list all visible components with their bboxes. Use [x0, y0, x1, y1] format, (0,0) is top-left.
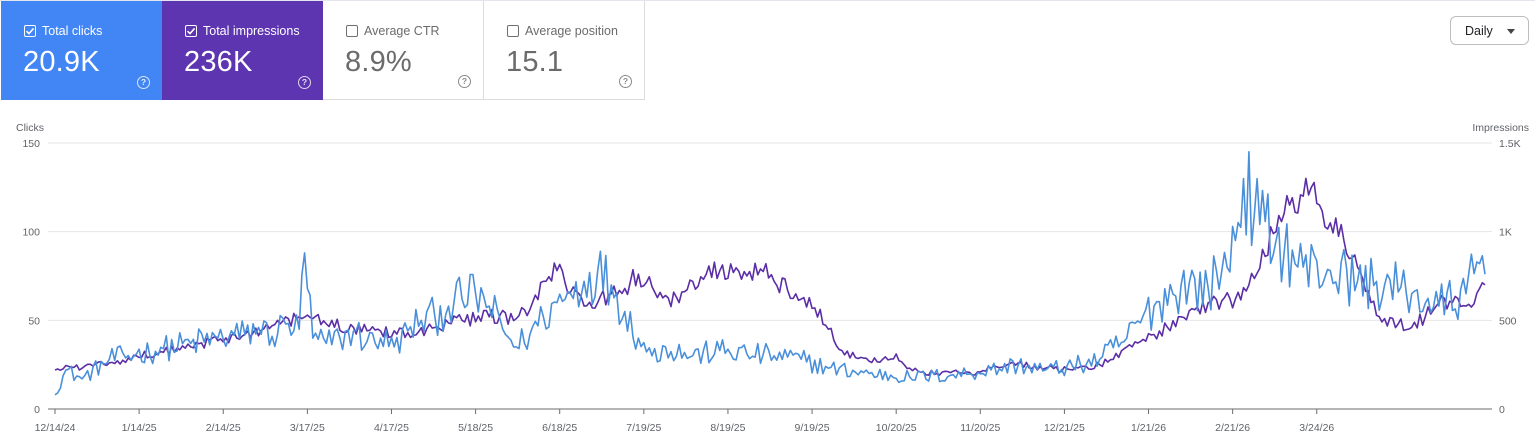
metric-label: Total impressions — [203, 24, 300, 38]
right-tick-label: 0 — [1499, 404, 1505, 416]
x-tick-label: 12/14/24 — [35, 422, 76, 434]
x-tick-label: 10/20/25 — [876, 422, 917, 434]
metric-value: 15.1 — [506, 46, 564, 78]
top-border — [0, 0, 1535, 1]
metric-value: 8.9% — [345, 46, 412, 78]
daily-dropdown-label: Daily — [1465, 23, 1493, 38]
checkbox-unchecked-icon[interactable] — [346, 25, 358, 37]
metric-value: 236K — [184, 46, 253, 78]
left-tick-label: 100 — [22, 227, 40, 239]
metric-card-average-position[interactable]: Average position 15.1 ? — [484, 1, 645, 100]
checkbox-checked-icon[interactable] — [185, 25, 197, 37]
metric-head: Total clicks — [24, 24, 102, 38]
impressions-series-line — [54, 177, 1486, 377]
x-tick-label: 4/17/25 — [374, 422, 409, 434]
clicks-series-line — [54, 151, 1486, 396]
x-tick-label: 7/19/25 — [626, 422, 661, 434]
checkbox-unchecked-icon[interactable] — [507, 25, 519, 37]
right-axis-label: Impressions — [1472, 122, 1529, 134]
help-icon[interactable]: ? — [458, 75, 471, 88]
left-tick-label: 0 — [34, 404, 40, 416]
left-tick-label: 50 — [28, 315, 40, 327]
x-tick-label: 6/18/25 — [542, 422, 577, 434]
x-tick-label: 8/19/25 — [710, 422, 745, 434]
x-tick-label: 3/24/26 — [1299, 422, 1334, 434]
right-tick-label: 500 — [1499, 315, 1517, 327]
right-tick-label: 1K — [1499, 227, 1512, 239]
x-tick-label: 1/21/26 — [1131, 422, 1166, 434]
left-axis-label: Clicks — [16, 122, 44, 134]
metric-label: Average position — [525, 24, 618, 38]
daily-dropdown[interactable]: Daily — [1450, 16, 1529, 45]
right-tick-label: 1.5K — [1499, 138, 1521, 150]
metric-value: 20.9K — [23, 46, 100, 78]
x-tick-label: 3/17/25 — [290, 422, 325, 434]
x-tick-label: 5/18/25 — [458, 422, 493, 434]
metric-label: Average CTR — [364, 24, 440, 38]
x-tick-label: 9/19/25 — [795, 422, 830, 434]
help-icon[interactable]: ? — [298, 76, 311, 89]
help-icon[interactable]: ? — [137, 76, 150, 89]
metric-head: Average position — [507, 24, 618, 38]
metric-cards: Total clicks 20.9K ? Total impressions 2… — [1, 1, 645, 100]
metric-head: Total impressions — [185, 24, 300, 38]
checkbox-checked-icon[interactable] — [24, 25, 36, 37]
x-tick-label: 11/20/25 — [960, 422, 1000, 434]
metric-card-total-impressions[interactable]: Total impressions 236K ? — [162, 1, 323, 100]
x-tick-label: 12/21/25 — [1044, 422, 1085, 434]
metric-label: Total clicks — [42, 24, 103, 38]
help-icon[interactable]: ? — [619, 75, 632, 88]
x-tick-label: 1/14/25 — [122, 422, 157, 434]
left-tick-label: 150 — [22, 138, 40, 150]
chevron-down-icon — [1507, 29, 1515, 34]
metric-card-total-clicks[interactable]: Total clicks 20.9K ? — [1, 1, 162, 100]
metric-card-average-ctr[interactable]: Average CTR 8.9% ? — [323, 1, 484, 100]
x-tick-label: 2/14/25 — [206, 422, 241, 434]
x-tick-label: 2/21/26 — [1215, 422, 1250, 434]
metric-head: Average CTR — [346, 24, 440, 38]
